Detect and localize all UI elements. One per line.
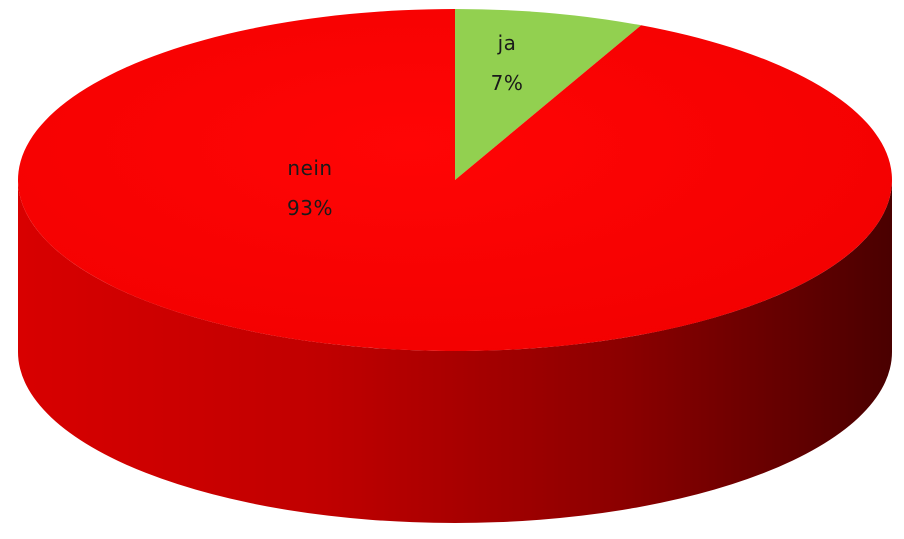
slice-label-ja-value: 7% bbox=[491, 71, 524, 95]
pie-side-wall bbox=[18, 180, 892, 523]
pie-data-labels: ja 7% nein 93% bbox=[287, 31, 523, 220]
slice-nein-side bbox=[18, 180, 892, 523]
slice-ja bbox=[455, 9, 642, 180]
slice-label-nein-value: 93% bbox=[287, 196, 333, 220]
slice-label-nein-category: nein bbox=[287, 156, 332, 180]
slice-label-ja-category: ja bbox=[497, 31, 517, 55]
slice-nein bbox=[17, 9, 893, 351]
pie-top-face bbox=[17, 9, 893, 351]
